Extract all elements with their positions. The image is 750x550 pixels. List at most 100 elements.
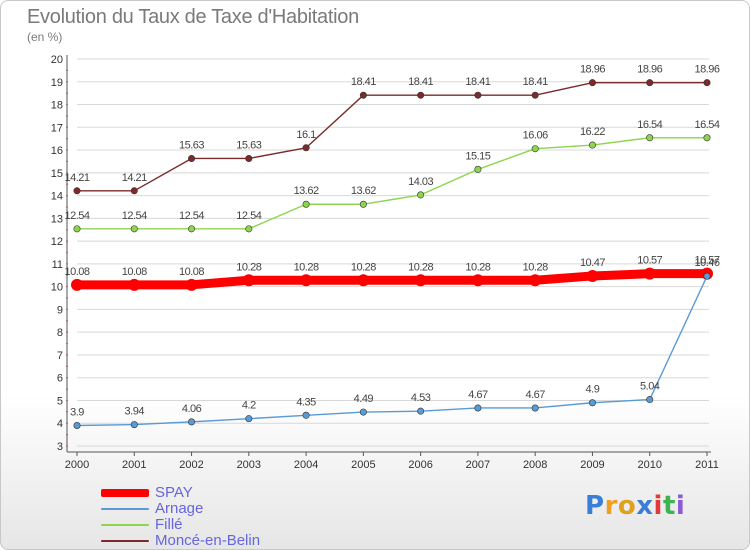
series-line-3	[76, 81, 708, 192]
series-line-2	[76, 137, 708, 230]
y-tick-label: 14	[51, 191, 63, 203]
data-label: 14.21	[64, 172, 89, 184]
data-label: 16.1	[296, 129, 316, 141]
data-label: 15.63	[179, 139, 204, 151]
data-label: 10.28	[236, 261, 261, 273]
data-label: 15.63	[236, 139, 261, 151]
data-label: 10.08	[179, 266, 204, 278]
y-tick-label: 3	[57, 441, 63, 453]
data-label: 5.04	[640, 381, 660, 393]
data-label: 10.28	[408, 261, 433, 273]
data-label: 12.54	[179, 210, 204, 222]
x-tick-label: 2001	[122, 459, 146, 471]
y-tick-label: 16	[51, 145, 63, 157]
x-tick-label: 2010	[637, 459, 661, 471]
data-point	[474, 404, 482, 412]
logo-letter: t	[662, 491, 676, 521]
data-label: 10.28	[465, 261, 490, 273]
logo-letter: r	[604, 491, 618, 521]
legend-item-spay: SPAY	[101, 484, 301, 501]
data-label: 10.08	[64, 266, 89, 278]
y-tick-label: 17	[51, 122, 63, 134]
data-point	[245, 415, 253, 423]
x-tick-label: 2007	[466, 459, 490, 471]
data-point	[188, 225, 196, 233]
data-point	[643, 267, 656, 280]
series-line-1	[76, 275, 708, 427]
data-point	[531, 404, 539, 412]
data-label: 4.2	[242, 400, 256, 412]
data-label: 4.35	[296, 396, 316, 408]
x-tick-label: 2000	[65, 459, 89, 471]
data-point	[73, 225, 81, 233]
data-label: 18.41	[351, 76, 376, 88]
data-label: 4.49	[354, 393, 374, 405]
logo-letter: i	[675, 491, 686, 521]
data-point	[646, 79, 654, 87]
data-label: 10.47	[580, 257, 605, 269]
data-point	[302, 144, 310, 152]
data-label: 10.28	[351, 261, 376, 273]
data-label: 4.67	[468, 389, 488, 401]
data-point	[359, 200, 367, 208]
data-point	[130, 225, 138, 233]
y-tick-label: 12	[51, 236, 63, 248]
y-tick-label: 19	[51, 77, 63, 89]
logo-letter: o	[617, 491, 637, 521]
data-point	[417, 407, 425, 415]
data-label: 4.53	[411, 392, 431, 404]
data-point	[588, 79, 596, 87]
legend-label-spay: SPAY	[155, 484, 193, 501]
legend-label-arnage: Arnage	[155, 500, 204, 517]
data-point	[586, 269, 599, 282]
data-label: 13.62	[294, 185, 319, 197]
data-label: 18.96	[580, 64, 605, 76]
data-label: 10.28	[523, 261, 548, 273]
data-point	[128, 278, 141, 291]
x-tick-label: 2005	[351, 459, 375, 471]
data-label: 4.67	[525, 389, 545, 401]
data-point	[130, 421, 138, 429]
data-label: 14.03	[408, 176, 433, 188]
logo-letter: P	[585, 491, 605, 521]
data-point	[417, 191, 425, 199]
proxiti-logo: Proxiti	[585, 491, 685, 521]
y-tick-label: 10	[51, 282, 63, 294]
series-line-0	[72, 269, 712, 290]
data-point	[73, 187, 81, 195]
data-point	[302, 200, 310, 208]
data-label: 4.9	[586, 384, 600, 396]
data-point	[71, 278, 83, 291]
data-label: 15.15	[465, 150, 490, 162]
y-tick-label: 20	[51, 54, 63, 66]
data-point	[185, 278, 198, 291]
x-tick-label: 2004	[294, 459, 318, 471]
data-point	[73, 422, 81, 430]
data-label: 10.57	[637, 255, 662, 267]
data-label: 12.54	[122, 210, 147, 222]
data-point	[471, 274, 484, 287]
chart-title: Evolution du Taux de Taxe d'Habitation	[27, 6, 359, 28]
data-point	[188, 418, 196, 426]
data-point	[242, 274, 255, 287]
chart-subtitle: (en %)	[27, 30, 63, 44]
data-label: 10.28	[294, 261, 319, 273]
legend-swatch-spay	[101, 489, 149, 497]
legend-label-fille: Fillé	[155, 516, 183, 533]
y-tick-label: 7	[57, 350, 63, 362]
data-point	[646, 396, 654, 404]
data-label: 13.62	[351, 185, 376, 197]
data-label: 18.96	[694, 64, 719, 76]
data-label: 10.46	[694, 257, 719, 269]
data-label: 16.22	[580, 126, 605, 138]
data-point	[588, 141, 596, 149]
data-label: 12.54	[236, 210, 261, 222]
data-point	[474, 91, 482, 99]
data-point	[703, 79, 711, 87]
legend-item-fille: Fillé	[101, 516, 301, 533]
data-point	[531, 145, 539, 153]
legend-swatch-monce	[101, 540, 149, 542]
y-tick-label: 11	[52, 259, 63, 271]
